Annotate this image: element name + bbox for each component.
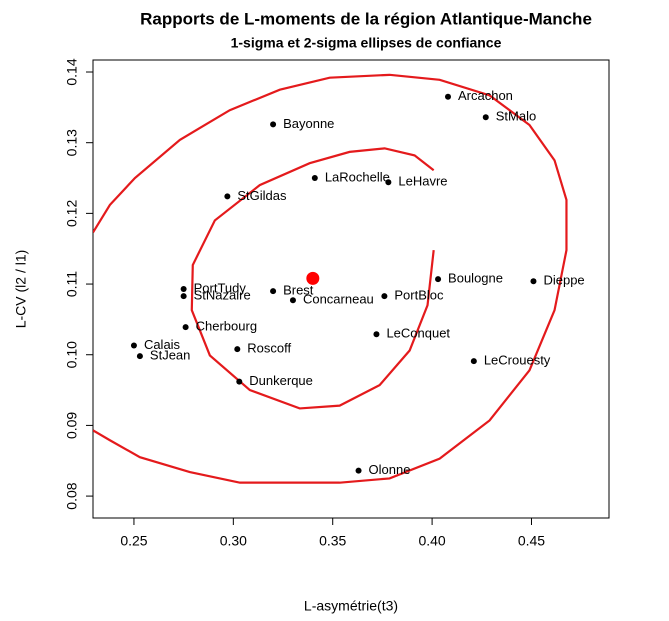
x-tick-label: 0.25 [120,533,147,549]
point-label: Dieppe [543,273,584,288]
point-label: LeCrouesty [484,353,551,368]
point-label: StMalo [496,109,536,124]
y-tick-label: 0.12 [64,200,80,227]
point-label: LeHavre [398,174,447,189]
point [381,293,388,300]
point [444,93,451,100]
point-label: Concarneau [303,292,374,307]
point-label: Boulogne [448,271,503,286]
point-label: Olonne [369,462,411,477]
point [182,324,189,331]
point [385,179,392,186]
point-label: Roscoff [247,341,291,356]
x-tick-label: 0.45 [518,533,545,549]
point-label: StJean [150,348,190,363]
plot-box [92,59,610,519]
point-label: LaRochelle [325,169,390,184]
point [289,297,296,304]
point [355,467,362,474]
point [180,293,187,300]
y-tick-label: 0.14 [64,58,80,85]
point [180,286,187,292]
point-label: PortBloc [394,288,444,303]
point-label: PortTudy [194,280,247,295]
center-point [306,271,320,285]
point [470,358,477,365]
point [236,378,243,385]
y-tick-label: 0.11 [64,271,80,297]
chart-title: Rapports de L-moments de la région Atlan… [140,9,592,28]
point-label: Cherbourg [196,319,257,334]
point-label: Dunkerque [249,373,313,388]
point-label: StNazaire [194,288,251,303]
point [234,346,241,353]
point [530,278,537,285]
y-tick-label: 0.13 [64,129,80,156]
y-tick-label: 0.10 [64,341,80,368]
point [311,175,318,182]
point-label: StGildas [237,188,287,203]
confidence-ellipse [190,147,435,410]
point [270,121,277,128]
x-tick-label: 0.35 [319,533,346,549]
confidence-ellipse [93,73,568,484]
y-tick-label: 0.08 [64,482,80,509]
point [435,276,442,283]
y-tick-label: 0.09 [64,412,80,439]
point [482,114,489,121]
point-label: Calais [144,337,181,352]
point-label: LeConquet [386,326,450,341]
point [373,331,380,338]
point-label: Arcachon [458,88,513,103]
point [224,193,231,200]
chart-subtitle: 1-sigma et 2-sigma ellipses de confiance [231,35,502,51]
point [270,288,277,295]
x-tick-label: 0.30 [220,533,247,549]
y-axis-label: L-CV (l2 / l1) [13,250,29,329]
point [130,342,137,349]
point [136,353,143,360]
ellipses [93,73,568,484]
point-label: Brest [283,283,314,298]
point-label: Bayonne [283,116,334,131]
x-tick-label: 0.40 [418,533,445,549]
x-axis-label: L-asymétrie(t3) [304,598,398,614]
